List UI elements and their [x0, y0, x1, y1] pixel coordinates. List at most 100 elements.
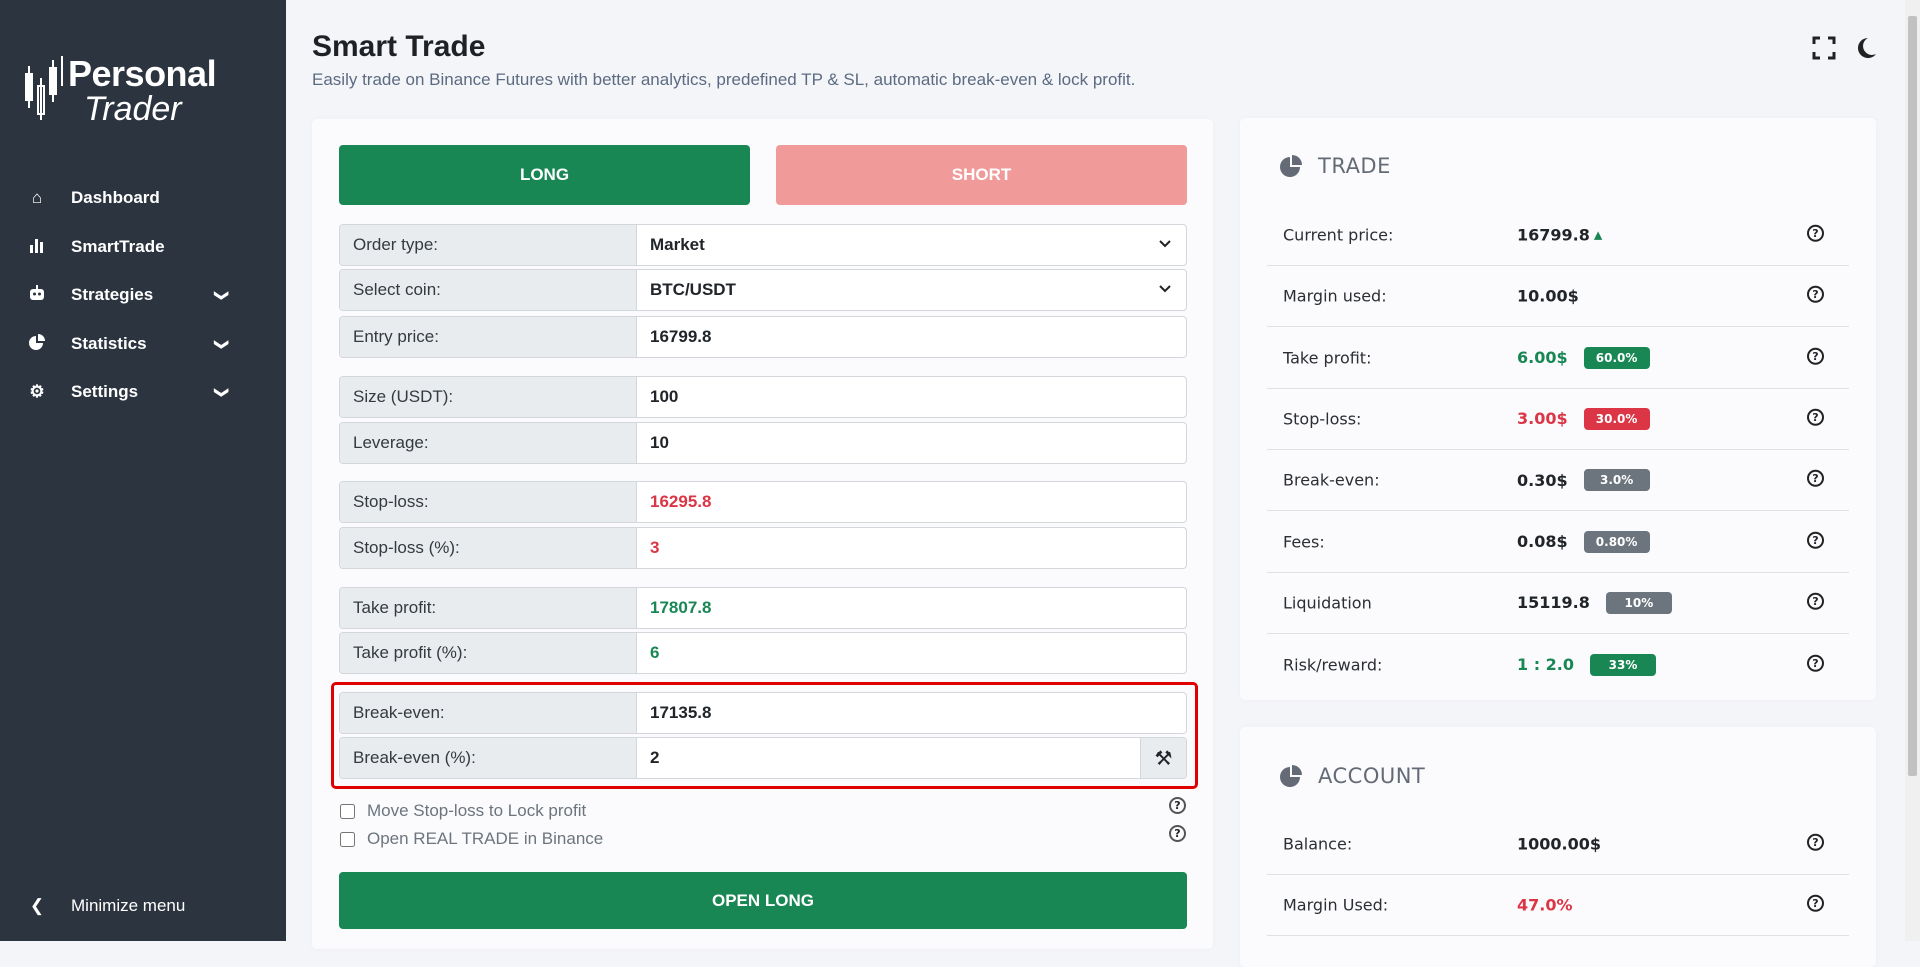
robot-icon — [26, 284, 48, 306]
chevron-down-icon — [1158, 237, 1172, 256]
row-value: 3.00$ — [1517, 409, 1568, 429]
help-icon[interactable]: ? — [1807, 833, 1824, 851]
sidebar-item-smarttrade[interactable]: SmartTrade — [0, 227, 286, 267]
help-icon[interactable]: ? — [1807, 286, 1824, 304]
bar-chart-icon — [26, 237, 48, 258]
brand-line2: Trader — [84, 90, 182, 128]
row-label: Take profit: — [1283, 348, 1372, 368]
scrollbar-thumb[interactable] — [1908, 16, 1917, 776]
chevron-left-icon: ❮ — [29, 896, 45, 915]
account-card — [1240, 727, 1876, 967]
trade-row: Take profit: 6.00$ 60.0%? — [1267, 328, 1849, 389]
help-icon[interactable]: ? — [1807, 895, 1824, 913]
help-icon[interactable]: ? — [1807, 347, 1824, 365]
real-trade-checkbox[interactable]: Open REAL TRADE in Binance — [340, 829, 603, 849]
tools-icon: ⚒ — [1154, 747, 1173, 770]
help-icon[interactable]: ? — [1169, 825, 1186, 842]
row-value: 15119.8 — [1517, 593, 1590, 613]
pie-chart-icon — [26, 333, 48, 355]
sidebar-item-strategies[interactable]: Strategies ❯ — [0, 275, 286, 315]
row-label: Current price: — [1283, 225, 1394, 245]
row-value: 16799.8 — [1517, 225, 1590, 245]
take-profit-pct-field[interactable]: Take profit (%): 6 — [339, 632, 1187, 674]
account-section-title: ACCOUNT — [1280, 764, 1425, 788]
row-value: 1000.00$ — [1517, 834, 1602, 854]
trade-row: Risk/reward: 1 : 2.0 33%? — [1267, 634, 1849, 695]
percent-badge: 33% — [1590, 653, 1657, 676]
help-icon[interactable]: ? — [1807, 408, 1824, 426]
chevron-down-icon — [1158, 282, 1172, 301]
chevron-down-icon: ❯ — [214, 338, 231, 350]
row-value: 1 : 2.0 — [1517, 655, 1575, 675]
caret-up-icon: ▲ — [1593, 228, 1603, 242]
help-icon[interactable]: ? — [1807, 654, 1824, 672]
row-value: 0.08$ — [1517, 532, 1568, 551]
select-coin-select[interactable]: Select coin: BTC/USDT — [339, 269, 1187, 311]
row-value: 6.00$ — [1517, 348, 1568, 368]
row-label: Balance: — [1283, 834, 1353, 854]
order-type-select[interactable]: Order type: Market — [339, 224, 1187, 266]
candlestick-logo-icon — [25, 56, 63, 120]
entry-price-field[interactable]: Entry price: 16799.8 — [339, 316, 1187, 358]
account-row: Balance: 1000.00$? — [1267, 814, 1849, 875]
help-icon[interactable]: ? — [1807, 469, 1824, 487]
break-even-field[interactable]: Break-even: 17135.8 — [339, 692, 1187, 734]
size-field[interactable]: Size (USDT): 100 — [339, 376, 1187, 418]
trade-row: Liquidation 15119.8 10%? — [1267, 573, 1849, 634]
trade-row: Fees: 0.08$ 0.80%? — [1267, 512, 1849, 573]
percent-badge: 0.80% — [1583, 530, 1650, 553]
account-row: Margin Used: 47.0%? — [1267, 875, 1849, 937]
fullscreen-icon[interactable] — [1812, 36, 1836, 60]
stop-loss-pct-field[interactable]: Stop-loss (%): 3 — [339, 527, 1187, 569]
row-label: Fees: — [1283, 532, 1325, 551]
row-label: Break-even: — [1283, 470, 1380, 490]
sidebar-item-statistics[interactable]: Statistics ❯ — [0, 324, 286, 364]
row-label: Margin Used: — [1283, 895, 1389, 915]
take-profit-field[interactable]: Take profit: 17807.8 — [339, 587, 1187, 629]
tools-button[interactable]: ⚒ — [1140, 738, 1186, 778]
row-label: Stop-loss: — [1283, 409, 1362, 429]
row-label: Liquidation — [1283, 593, 1372, 613]
trade-summary-card — [1240, 118, 1876, 700]
sidebar-item-dashboard[interactable]: ⌂ Dashboard — [0, 178, 286, 218]
percent-badge: 3.0% — [1583, 469, 1650, 492]
open-long-button[interactable]: OPEN LONG — [339, 872, 1187, 929]
scrollbar[interactable] — [1905, 0, 1920, 941]
leverage-field[interactable]: Leverage: 10 — [339, 422, 1187, 464]
help-icon[interactable]: ? — [1807, 592, 1824, 610]
row-label: Margin used: — [1283, 286, 1387, 306]
highlight-box — [331, 682, 1198, 789]
help-icon[interactable]: ? — [1169, 797, 1186, 814]
chevron-down-icon: ❯ — [214, 289, 231, 301]
logo: Personal Trader — [24, 53, 217, 128]
pie-chart-icon — [1280, 155, 1302, 177]
sidebar: Personal Trader ⌂ Dashboard SmartTrade St… — [0, 0, 286, 941]
help-icon[interactable]: ? — [1807, 531, 1824, 549]
dark-mode-moon-icon[interactable] — [1854, 36, 1878, 60]
short-button[interactable]: SHORT — [776, 145, 1187, 205]
break-even-pct-field[interactable]: Break-even (%): 2 ⚒ — [339, 737, 1187, 779]
long-button[interactable]: LONG — [339, 145, 750, 205]
trade-row: Stop-loss: 3.00$ 30.0%? — [1267, 389, 1849, 450]
brand-line1: Personal — [68, 53, 217, 94]
page-title: Smart Trade — [312, 30, 486, 63]
row-label: Risk/reward: — [1283, 655, 1383, 675]
trade-section-title: TRADE — [1280, 154, 1391, 178]
row-value: 0.30$ — [1517, 470, 1568, 490]
page-subtitle: Easily trade on Binance Futures with bet… — [312, 70, 1136, 89]
lock-profit-checkbox[interactable]: Move Stop-loss to Lock profit — [340, 801, 586, 821]
help-icon[interactable]: ? — [1807, 224, 1824, 242]
trade-row: Margin used: 10.00$? — [1267, 266, 1849, 328]
pie-chart-icon — [1280, 765, 1302, 787]
trade-row: Current price: 16799.8 ▲? — [1267, 205, 1849, 266]
sidebar-item-settings[interactable]: ⚙ Settings ❯ — [0, 372, 286, 412]
home-icon: ⌂ — [31, 188, 43, 207]
chevron-down-icon: ❯ — [214, 386, 231, 398]
row-value: 47.0% — [1517, 895, 1573, 915]
minimize-menu-button[interactable]: ❮ Minimize menu — [0, 886, 286, 926]
gear-icon: ⚙ — [29, 382, 45, 401]
stop-loss-field[interactable]: Stop-loss: 16295.8 — [339, 481, 1187, 523]
percent-badge: 10% — [1605, 591, 1672, 614]
percent-badge: 30.0% — [1583, 407, 1650, 430]
row-value: 10.00$ — [1517, 286, 1579, 306]
